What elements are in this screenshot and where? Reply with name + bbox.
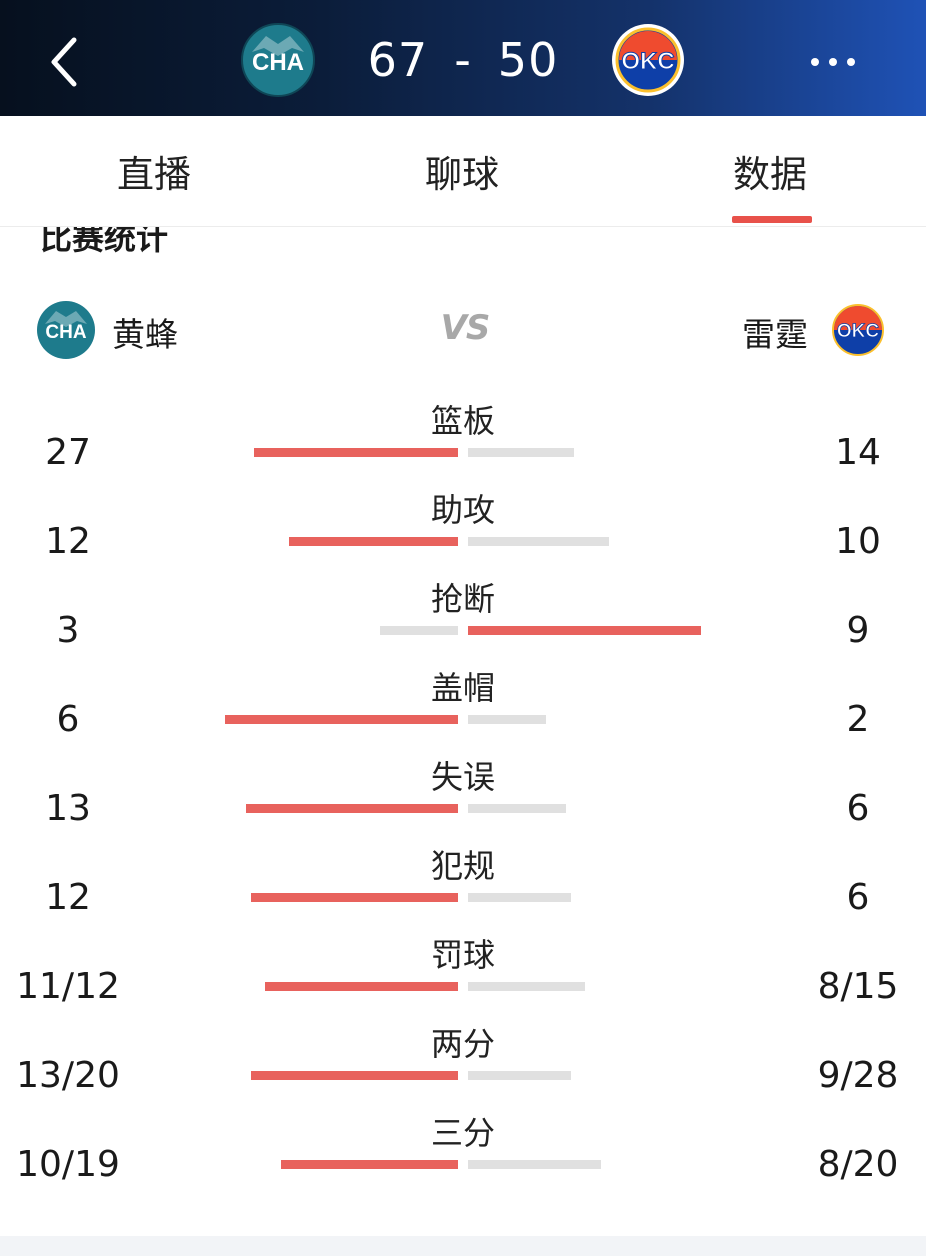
away-stat-value: 8/15 <box>817 966 899 1007</box>
stat-row-blocks: 盖帽 6 2 <box>0 663 926 751</box>
tab-bar: 直播 聊球 数据 <box>0 116 926 227</box>
stat-row-free-throws: 罚球 11/12 8/15 <box>0 930 926 1018</box>
score-separator: - <box>454 33 472 87</box>
stat-label: 盖帽 <box>430 669 495 707</box>
more-dots-icon <box>811 58 855 66</box>
home-stat-value: 27 <box>45 432 91 473</box>
away-stat-value: 14 <box>835 432 881 473</box>
more-button[interactable] <box>800 40 870 84</box>
home-stat-bar <box>281 1160 458 1169</box>
home-stat-value: 12 <box>45 877 91 918</box>
home-stat-value: 11/12 <box>16 966 120 1007</box>
away-stat-bar <box>468 537 609 546</box>
away-stat-value: 9/28 <box>817 1055 899 1096</box>
stat-label: 三分 <box>430 1114 495 1152</box>
svg-text:CHA: CHA <box>252 49 304 76</box>
home-stat-bar <box>251 1071 458 1080</box>
vs-label: VS <box>440 308 491 348</box>
home-stat-bar <box>254 448 458 457</box>
stat-label: 篮板 <box>430 402 495 440</box>
away-stat-bar <box>468 1160 601 1169</box>
section-title-clip: 比赛统计 <box>0 227 926 253</box>
game-header: CHA 67 - 50 OKC <box>0 0 926 116</box>
stat-row-three-pointers: 三分 10/19 8/20 <box>0 1108 926 1196</box>
away-stat-bar <box>468 804 566 813</box>
stat-label: 失误 <box>430 758 495 796</box>
stat-row-steals: 抢断 3 9 <box>0 574 926 662</box>
stat-label: 抢断 <box>430 580 495 618</box>
stat-row-fouls: 犯规 12 6 <box>0 841 926 929</box>
back-button[interactable] <box>34 24 94 96</box>
section-title: 比赛统计 <box>40 227 169 253</box>
away-stat-value: 6 <box>846 877 870 918</box>
svg-text:CHA: CHA <box>45 322 86 343</box>
home-stat-value: 12 <box>45 521 91 562</box>
home-stat-value: 13/20 <box>16 1055 120 1096</box>
home-stat-bar <box>251 893 458 902</box>
away-stat-value: 10 <box>835 521 881 562</box>
away-stat-bar <box>468 448 574 457</box>
home-stat-bar <box>265 982 458 991</box>
scoreboard: 67 - 50 <box>330 30 596 90</box>
home-stat-value: 13 <box>45 788 91 829</box>
away-stat-bar <box>468 893 571 902</box>
stat-label: 犯规 <box>430 847 495 885</box>
chevron-left-icon <box>51 37 77 87</box>
home-team-name: 黄蜂 <box>112 315 178 354</box>
active-tab-indicator <box>732 216 812 223</box>
bottom-strip <box>0 1236 926 1256</box>
away-stat-bar <box>468 715 546 724</box>
away-stat-bar <box>468 626 701 635</box>
stat-row-rebounds: 篮板 27 14 <box>0 396 926 484</box>
stat-label: 助攻 <box>430 491 495 529</box>
away-team-small-logo: OKC <box>828 300 888 360</box>
stat-label: 两分 <box>430 1025 495 1063</box>
svg-text:OKC: OKC <box>837 321 880 342</box>
svg-text:OKC: OKC <box>621 48 674 75</box>
home-stat-bar <box>225 715 458 724</box>
tab-stats[interactable]: 数据 <box>733 153 807 196</box>
away-team-name: 雷霆 <box>742 315 808 354</box>
tab-live[interactable]: 直播 <box>117 153 191 196</box>
home-stat-value: 6 <box>56 699 80 740</box>
away-stat-bar <box>468 1071 571 1080</box>
away-stat-bar <box>468 982 585 991</box>
home-team-small-logo: CHA <box>36 300 96 360</box>
tab-chat[interactable]: 聊球 <box>425 153 499 196</box>
away-team-logo[interactable]: OKC <box>610 22 686 98</box>
home-stat-bar <box>380 626 458 635</box>
stat-row-assists: 助攻 12 10 <box>0 485 926 573</box>
away-stat-value: 2 <box>846 699 870 740</box>
stat-label: 罚球 <box>430 936 495 974</box>
away-stat-value: 6 <box>846 788 870 829</box>
away-score: 50 <box>497 33 559 87</box>
stat-row-turnovers: 失误 13 6 <box>0 752 926 840</box>
home-team-logo[interactable]: CHA <box>240 22 316 98</box>
away-stat-value: 8/20 <box>817 1144 899 1185</box>
home-stat-bar <box>289 537 458 546</box>
home-stat-value: 10/19 <box>16 1144 120 1185</box>
away-stat-value: 9 <box>846 610 870 651</box>
stat-row-two-pointers: 两分 13/20 9/28 <box>0 1019 926 1107</box>
home-score: 67 <box>367 33 429 87</box>
home-stat-bar <box>246 804 458 813</box>
home-stat-value: 3 <box>56 610 80 651</box>
